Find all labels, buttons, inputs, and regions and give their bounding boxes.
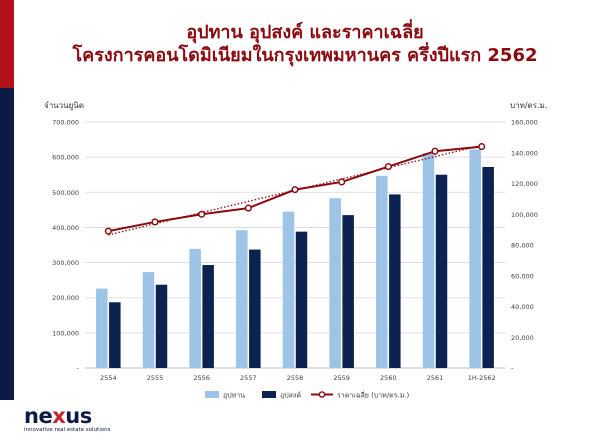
price-marker: [198, 210, 206, 218]
left-tick-label: 200,000: [52, 294, 79, 302]
x-tick-label: 2555: [147, 374, 164, 382]
left-tick-label: 600,000: [52, 154, 79, 162]
slide-title-line2: โครงการคอนโดมิเนียมในกรุงเทพมหานคร ครึ่ง…: [72, 45, 538, 66]
left-tick-label: 500,000: [52, 189, 79, 197]
x-tick-label: 1H-2562: [468, 374, 496, 382]
right-axis-title: บาท/ตร.ม.: [510, 101, 548, 110]
price-marker: [104, 227, 112, 235]
left-tick-label: 400,000: [52, 224, 79, 232]
demand-bar: [109, 302, 121, 368]
right-tick-label: 120,000: [511, 180, 538, 188]
left-tick-label: 700,000: [52, 119, 79, 127]
supply-bar: [376, 175, 388, 368]
right-tick-label: 40,000: [511, 303, 534, 311]
demand-bar: [295, 231, 308, 368]
right-tick-label: 20,000: [511, 334, 534, 342]
right-tick-label: 140,000: [511, 149, 538, 157]
x-tick-label: 2556: [193, 374, 210, 382]
demand-bar: [435, 174, 448, 368]
price-marker: [338, 178, 346, 186]
logo-tagline: innovative real estate solutions: [24, 427, 111, 433]
left-tick-label: 100,000: [52, 329, 79, 337]
right-tick-label: 80,000: [511, 242, 534, 250]
demand-bar: [482, 166, 494, 368]
side-accent-red: [0, 0, 14, 88]
right-tick-label: -: [511, 365, 514, 373]
demand-bar: [249, 249, 261, 368]
right-tick-label: 60,000: [511, 272, 534, 280]
logo-wordmark: nexus: [24, 404, 92, 428]
legend-swatch-demand: [262, 391, 276, 398]
x-tick-label: 2558: [287, 374, 304, 382]
right-tick-label: 160,000: [511, 119, 538, 127]
supply-bar: [469, 149, 481, 368]
supply-bar: [329, 198, 341, 368]
x-tick-label: 2559: [333, 374, 350, 382]
right-tick-label: 100,000: [511, 211, 538, 219]
demand-bar: [155, 284, 168, 368]
supply-bar: [282, 211, 295, 368]
supply-bar: [142, 272, 155, 368]
legend-swatch-supply: [205, 391, 219, 398]
price-marker: [151, 218, 159, 226]
x-tick-label: 2554: [100, 374, 117, 382]
x-tick-label: 2557: [240, 374, 257, 382]
left-tick-label: -: [77, 365, 80, 373]
price-marker: [384, 163, 392, 171]
left-tick-label: 300,000: [52, 259, 79, 267]
supply-bar: [422, 152, 435, 368]
supply-bar: [96, 288, 108, 368]
price-marker: [431, 147, 439, 155]
slide-title-line1: อุปทาน อุปสงค์ และราคาเฉลี่ย: [186, 22, 424, 43]
supply-bar: [236, 230, 248, 368]
x-tick-label: 2561: [427, 374, 444, 382]
demand-bar: [389, 194, 401, 368]
supply-bar: [189, 248, 201, 368]
nexus-logo: nexus innovative real estate solutions: [24, 405, 110, 434]
legend-swatch-price-marker: [318, 391, 326, 398]
price-marker: [478, 143, 486, 151]
legend-label-demand: อุปสงค์: [280, 392, 301, 400]
demand-bar: [202, 265, 214, 368]
left-axis-title: จำนวนยูนิต: [44, 101, 84, 110]
legend-label-price: ราคาเฉลี่ย (บาท/ตร.ม.): [337, 391, 410, 400]
demand-bar: [342, 215, 354, 368]
price-marker: [244, 204, 252, 212]
x-tick-label: 2560: [380, 374, 397, 382]
price-trendline: [108, 143, 486, 236]
side-accent-navy: [0, 88, 14, 400]
legend-label-supply: อุปทาน: [223, 392, 245, 400]
price-marker: [291, 186, 299, 194]
